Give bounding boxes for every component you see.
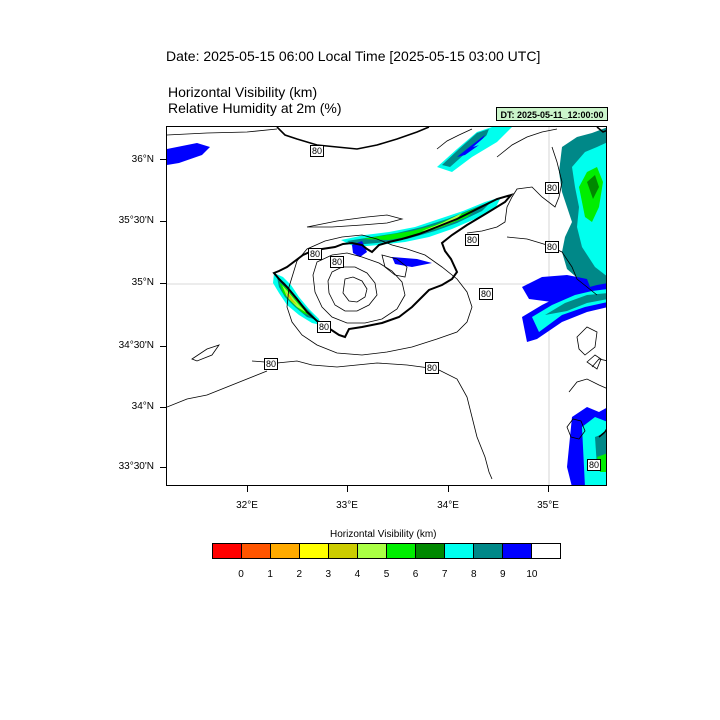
colorbar-label: 0	[238, 569, 244, 580]
colorbar-label: 3	[325, 569, 332, 580]
tick	[160, 221, 166, 222]
tick	[448, 486, 449, 492]
colorbar-label: 4	[354, 569, 361, 580]
colorbar-label: 9	[500, 569, 506, 580]
colorbar-segment	[503, 544, 532, 558]
colorbar-segment	[271, 544, 300, 558]
lon-label-34e: 34°E	[437, 500, 459, 511]
tick	[160, 283, 166, 284]
contour-label: 80	[330, 256, 345, 268]
contour-label: 80	[545, 241, 560, 253]
colorbar-segment	[532, 544, 560, 558]
lon-label-32e: 32°E	[236, 500, 258, 511]
colorbar-segment	[213, 544, 242, 558]
variable-title-humidity: Relative Humidity at 2m (%)	[168, 100, 342, 116]
colorbar-segment	[242, 544, 271, 558]
colorbar-segment	[474, 544, 503, 558]
contour-label: 80	[425, 362, 440, 374]
coastline	[272, 127, 606, 438]
lat-label-36n: 36°N	[131, 154, 154, 165]
contour-label: 80	[545, 182, 560, 194]
lon-label-33e: 33°E	[336, 500, 358, 511]
contour-label: 80	[465, 234, 480, 246]
colorbar-label: 8	[470, 569, 477, 580]
lat-label-35-30n: 35°30'N	[118, 215, 154, 226]
tick	[347, 486, 348, 492]
contour-label: 80	[308, 248, 323, 260]
contour-label: 80	[310, 145, 325, 157]
humidity-contours	[167, 128, 606, 480]
date-title: Date: 2025-05-15 06:00 Local Time [2025-…	[166, 48, 541, 64]
dt-badge: DT: 2025-05-11_12:00:00	[496, 107, 608, 121]
colorbar-title: Horizontal Visibility (km)	[330, 529, 437, 540]
tick	[247, 486, 248, 492]
colorbar-segment	[329, 544, 358, 558]
colorbar	[212, 543, 561, 559]
contour-label: 80	[479, 288, 494, 300]
tick	[160, 467, 166, 468]
colorbar-segment	[358, 544, 387, 558]
contour-label: 80	[317, 321, 332, 333]
contour-label: 80	[587, 459, 602, 471]
contour-label: 80	[264, 358, 279, 370]
tick	[160, 346, 166, 347]
colorbar-label: 5	[383, 569, 390, 580]
tick	[160, 159, 166, 160]
colorbar-segment	[445, 544, 474, 558]
lat-label-35n: 35°N	[131, 277, 154, 288]
colorbar-label: 2	[296, 569, 303, 580]
variable-title-visibility: Horizontal Visibility (km)	[168, 84, 318, 100]
lat-label-34-30n: 34°30'N	[118, 340, 154, 351]
visibility-fill	[167, 127, 606, 485]
colorbar-segment	[387, 544, 416, 558]
colorbar-label: 7	[441, 569, 448, 580]
tick	[160, 407, 166, 408]
tick	[548, 486, 549, 492]
colorbar-segment	[416, 544, 445, 558]
colorbar-label: 6	[412, 569, 419, 580]
lat-label-34n: 34°N	[131, 401, 154, 412]
colorbar-label: 10	[526, 569, 538, 580]
map-panel: 80 80 80 80 80 80 80 80 80 80 80	[166, 126, 607, 486]
colorbar-segment	[300, 544, 329, 558]
lat-label-33-30n: 33°30'N	[118, 461, 154, 472]
colorbar-label: 1	[267, 569, 273, 580]
lon-label-35e: 35°E	[537, 500, 559, 511]
map-canvas	[167, 127, 606, 485]
